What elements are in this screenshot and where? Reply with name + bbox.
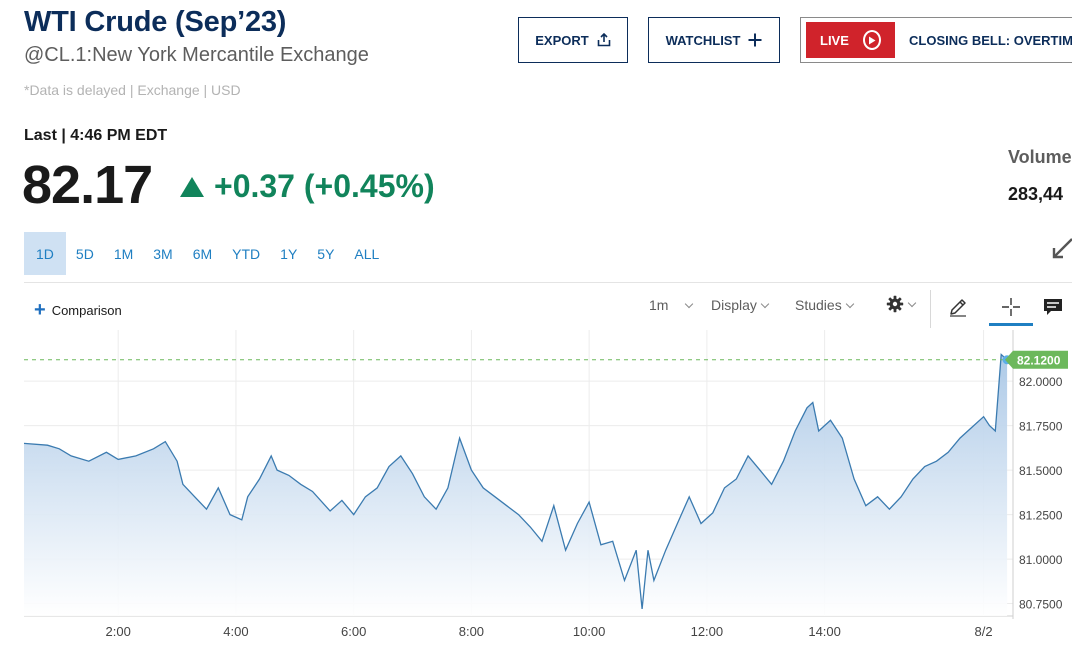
play-icon [862,30,881,50]
price-line [23,353,1008,609]
x-tick-label: 12:00 [691,624,724,639]
x-axis: 2:00 4:00 6:00 8:00 10:00 12:00 14:00 8/2 [106,624,993,639]
plus-icon [748,33,762,47]
comparison-label: Comparison [51,302,122,318]
chevron-down-icon [845,299,854,308]
delayed-note: *Data is delayed | Exchange | USD [24,82,241,98]
last-price: 82.17 [22,155,153,215]
chevron-down-icon [760,299,770,308]
plus-icon: + [34,299,46,321]
studies-dropdown[interactable]: Studies [795,297,854,313]
y-tick-label: 81.0000 [1019,553,1063,567]
volume-label: Volume [1008,147,1072,167]
display-label: Display [711,297,757,313]
page-title: WTI Crude (Sep’23) [24,6,287,38]
y-tick-label: 81.2500 [1019,509,1063,523]
y-tick-label: 81.7500 [1019,420,1063,434]
last-trade-label: Last | 4:46 PM EDT [24,127,168,144]
draw-tool-button[interactable] [939,291,977,323]
y-tick-label: 81.5000 [1019,464,1063,478]
settings-icon [886,295,904,313]
crosshair-icon [1002,298,1020,316]
y-tick-label: 80.7500 [1019,598,1063,612]
x-tick-label: 4:00 [223,624,248,639]
range-tab-1m[interactable]: 1M [113,245,134,262]
live-button[interactable]: LIVE CLOSING BELL: OVERTIME [800,17,1072,63]
price-change: +0.37 (+0.45%) [180,168,435,205]
range-tab-6m[interactable]: 6M [192,245,213,262]
range-tab-all[interactable]: ALL [354,245,380,262]
range-tab-5y[interactable]: 5Y [317,245,335,262]
expand-icon[interactable] [1052,232,1072,260]
crosshair-tool-button[interactable] [989,291,1033,326]
live-label: LIVE [820,32,849,48]
toolbar-separator [930,290,931,328]
last-price-label: 82.1200 [1005,350,1068,369]
range-tab-ytd[interactable]: YTD [232,245,261,262]
x-tick-label: 8/2 [975,624,993,639]
share-icon [597,33,611,47]
range-tab-3m[interactable]: 3M [153,245,173,262]
range-tab-1d[interactable]: 1D [24,232,66,275]
range-tab-1y[interactable]: 1Y [280,245,298,262]
last-price-tag-text: 82.1200 [1017,353,1061,367]
chevron-down-icon [907,298,917,307]
interval-label: 1m [649,297,669,313]
studies-label: Studies [795,297,842,313]
divider [24,282,1072,283]
export-button[interactable]: EXPORT [518,17,628,63]
arrow-up-icon [180,176,204,197]
comment-icon [1044,299,1062,315]
exchange-subtitle: @CL.1:New York Mercantile Exchange [24,44,369,66]
watchlist-button[interactable]: WATCHLIST [648,17,780,63]
annotation-tool-button[interactable] [1035,291,1071,323]
live-tag: LIVE [806,22,895,58]
y-axis: 82.0000 81.7500 81.5000 81.2500 81.0000 80.75… [1019,375,1063,611]
price-chart[interactable]: 82.1200 82.0000 81.7500 81.5000 81.2500 81.0… [0,330,1072,645]
time-range-tabs: 1D 5D 1M 3M 6M YTD 1Y 5Y ALL [24,232,389,275]
x-tick-label: 6:00 [341,624,366,639]
last-price-tag [1005,350,1068,369]
comparison-button[interactable]: + Comparison [34,300,122,320]
chevron-down-icon [685,299,694,308]
volume-value: 283,44 [1008,184,1064,204]
display-dropdown[interactable]: Display [711,297,770,313]
x-tick-label: 10:00 [573,624,606,639]
live-show-title: CLOSING BELL: OVERTIME [909,32,1072,48]
interval-dropdown[interactable]: 1m [649,297,694,313]
price-change-value: +0.37 (+0.45%) [214,168,435,204]
x-tick-label: 2:00 [106,624,131,639]
y-tick-label: 82.0000 [1019,375,1063,389]
x-tick-label: 14:00 [808,624,841,639]
export-label: EXPORT [535,32,589,48]
pencil-icon [950,299,966,317]
price-area [24,354,1008,616]
x-tick-label: 8:00 [459,624,484,639]
range-tab-5d[interactable]: 5D [75,245,94,262]
watchlist-label: WATCHLIST [665,32,741,48]
settings-dropdown[interactable] [886,295,917,313]
